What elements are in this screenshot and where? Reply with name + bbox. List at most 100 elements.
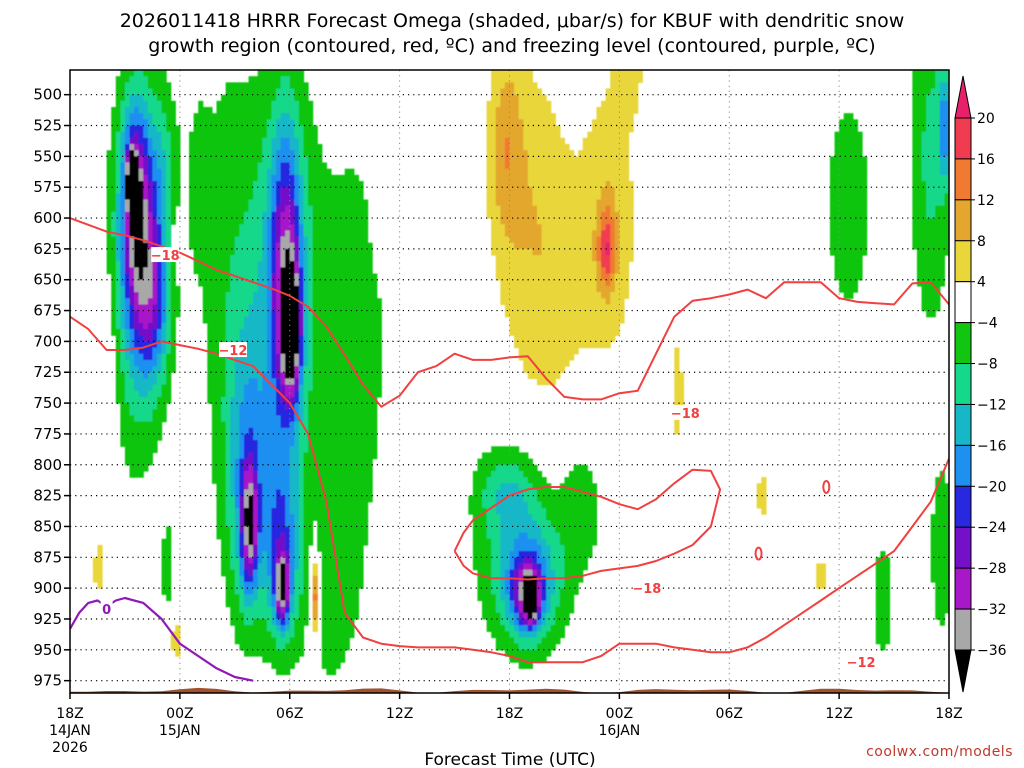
omega-cell bbox=[326, 495, 332, 503]
omega-cell bbox=[367, 403, 373, 410]
omega-cell bbox=[285, 649, 291, 657]
omega-cell bbox=[344, 625, 350, 632]
omega-cell bbox=[280, 643, 286, 651]
omega-cell bbox=[285, 581, 291, 589]
omega-cell bbox=[266, 131, 273, 139]
omega-cell bbox=[207, 329, 213, 336]
omega-cell bbox=[285, 273, 291, 281]
omega-cell bbox=[294, 625, 300, 632]
omega-cell bbox=[321, 581, 327, 589]
omega-cell bbox=[202, 150, 208, 157]
omega-cell bbox=[216, 372, 222, 380]
omega-cell bbox=[303, 446, 309, 454]
omega-cell bbox=[156, 310, 163, 318]
omega-cell bbox=[147, 193, 154, 201]
omega-cell bbox=[120, 107, 126, 114]
omega-cell bbox=[509, 588, 515, 595]
omega-cell bbox=[308, 292, 314, 299]
omega-cell bbox=[541, 304, 547, 312]
omega-cell bbox=[500, 131, 506, 139]
omega-cell bbox=[120, 70, 126, 77]
omega-cell bbox=[221, 236, 227, 244]
omega-cell bbox=[532, 581, 538, 589]
omega-cell bbox=[308, 347, 314, 355]
omega-cell bbox=[527, 514, 533, 521]
omega-cell bbox=[491, 551, 497, 558]
omega-cell bbox=[211, 378, 218, 386]
omega-cell bbox=[298, 335, 305, 343]
omega-cell bbox=[262, 588, 268, 595]
omega-cell bbox=[243, 618, 250, 626]
omega-cell bbox=[143, 384, 149, 392]
omega-cell bbox=[234, 625, 240, 632]
omega-cell bbox=[115, 329, 121, 336]
omega-cell bbox=[161, 538, 167, 546]
omega-cell bbox=[285, 390, 291, 398]
omega-cell bbox=[349, 353, 355, 361]
omega-cell bbox=[253, 501, 259, 509]
omega-cell bbox=[486, 544, 492, 552]
omega-cell bbox=[285, 514, 291, 521]
omega-cell bbox=[257, 107, 263, 114]
omega-cell bbox=[491, 181, 497, 188]
omega-cell bbox=[504, 563, 511, 571]
omega-cell bbox=[308, 341, 314, 349]
omega-cell bbox=[344, 199, 350, 207]
omega-cell bbox=[330, 440, 337, 447]
omega-cell bbox=[298, 427, 305, 435]
omega-cell bbox=[271, 144, 277, 151]
omega-cell bbox=[216, 353, 222, 361]
omega-cell bbox=[202, 242, 208, 250]
omega-cell bbox=[152, 322, 158, 330]
omega-cell bbox=[477, 575, 483, 583]
omega-cell bbox=[509, 88, 515, 96]
omega-cell bbox=[500, 255, 506, 262]
omega-cell bbox=[221, 137, 227, 145]
omega-cell bbox=[134, 193, 140, 201]
omega-cell bbox=[303, 458, 309, 466]
omega-cell bbox=[523, 100, 529, 108]
omega-cell bbox=[326, 205, 332, 213]
omega-cell bbox=[106, 218, 112, 225]
omega-cell bbox=[312, 298, 318, 305]
omega-cell bbox=[518, 292, 524, 299]
omega-cell bbox=[358, 372, 364, 380]
omega-cell bbox=[257, 156, 263, 164]
omega-cell bbox=[289, 316, 295, 324]
omega-cell bbox=[344, 483, 350, 491]
omega-cell bbox=[170, 113, 176, 120]
omega-cell bbox=[216, 261, 222, 268]
omega-cell bbox=[289, 446, 295, 454]
omega-cell bbox=[111, 174, 117, 182]
omega-cell bbox=[276, 372, 282, 380]
omega-cell bbox=[202, 168, 208, 176]
omega-cell bbox=[376, 322, 382, 330]
omega-cell bbox=[239, 218, 245, 225]
omega-cell bbox=[308, 199, 314, 207]
omega-cell bbox=[523, 538, 529, 546]
omega-cell bbox=[363, 267, 369, 275]
omega-cell bbox=[340, 649, 346, 657]
omega-cell bbox=[134, 88, 140, 96]
omega-cell bbox=[262, 415, 268, 423]
omega-cell bbox=[257, 292, 263, 299]
omega-cell bbox=[221, 279, 227, 287]
omega-cell bbox=[266, 261, 273, 268]
omega-cell bbox=[495, 144, 501, 151]
omega-cell bbox=[166, 396, 172, 404]
omega-cell bbox=[202, 310, 208, 318]
omega-cell bbox=[271, 298, 277, 305]
omega-cell bbox=[207, 187, 213, 194]
omega-cell bbox=[541, 255, 547, 262]
omega-cell bbox=[536, 606, 543, 614]
omega-cell bbox=[189, 137, 195, 145]
omega-cell bbox=[317, 218, 323, 225]
omega-cell bbox=[230, 563, 236, 571]
omega-cell bbox=[285, 470, 291, 478]
omega-cell bbox=[500, 119, 506, 127]
omega-cell bbox=[115, 82, 121, 90]
omega-cell bbox=[257, 199, 263, 207]
omega-cell bbox=[230, 433, 236, 441]
omega-cell bbox=[138, 88, 144, 96]
omega-cell bbox=[248, 131, 254, 139]
